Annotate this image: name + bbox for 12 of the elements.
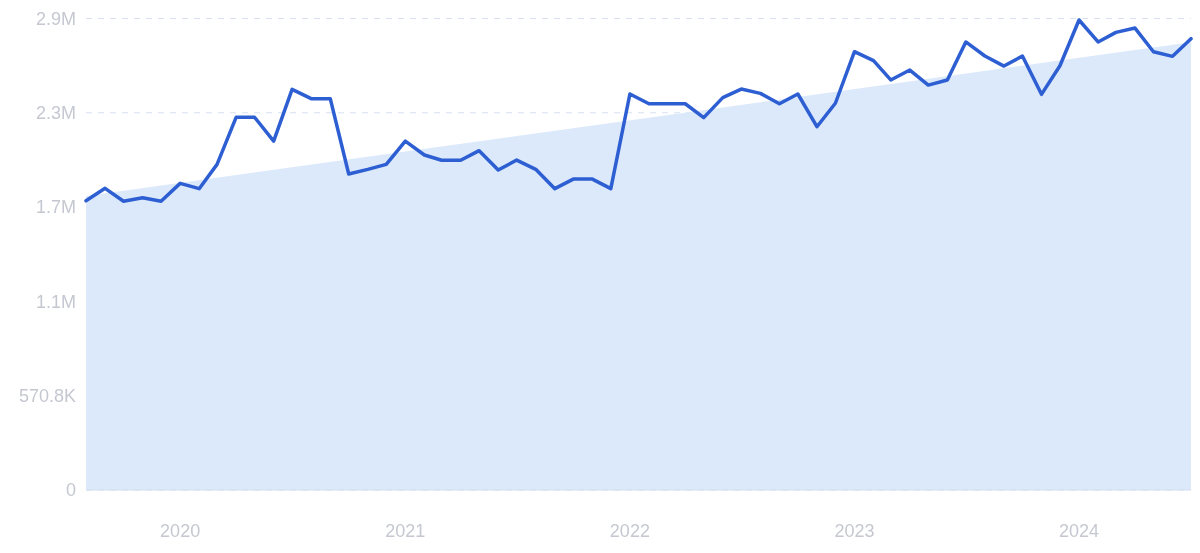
y-tick-label: 0 bbox=[65, 480, 76, 501]
x-tick-label: 2024 bbox=[1059, 521, 1100, 541]
x-tick-label: 2023 bbox=[834, 521, 875, 541]
y-tick-label: 1.1M bbox=[35, 291, 76, 312]
line-series bbox=[84, 18, 1193, 203]
x-tick-label: 2022 bbox=[609, 521, 650, 541]
y-tick-label: 2.9M bbox=[35, 8, 76, 29]
y-tick-label: 2.3M bbox=[35, 103, 76, 124]
x-tick-label: 2021 bbox=[385, 521, 426, 541]
y-tick-label: 1.7M bbox=[35, 197, 76, 218]
y-tick-label: 570.8K bbox=[18, 386, 76, 406]
x-tick-label: 2020 bbox=[160, 521, 201, 541]
